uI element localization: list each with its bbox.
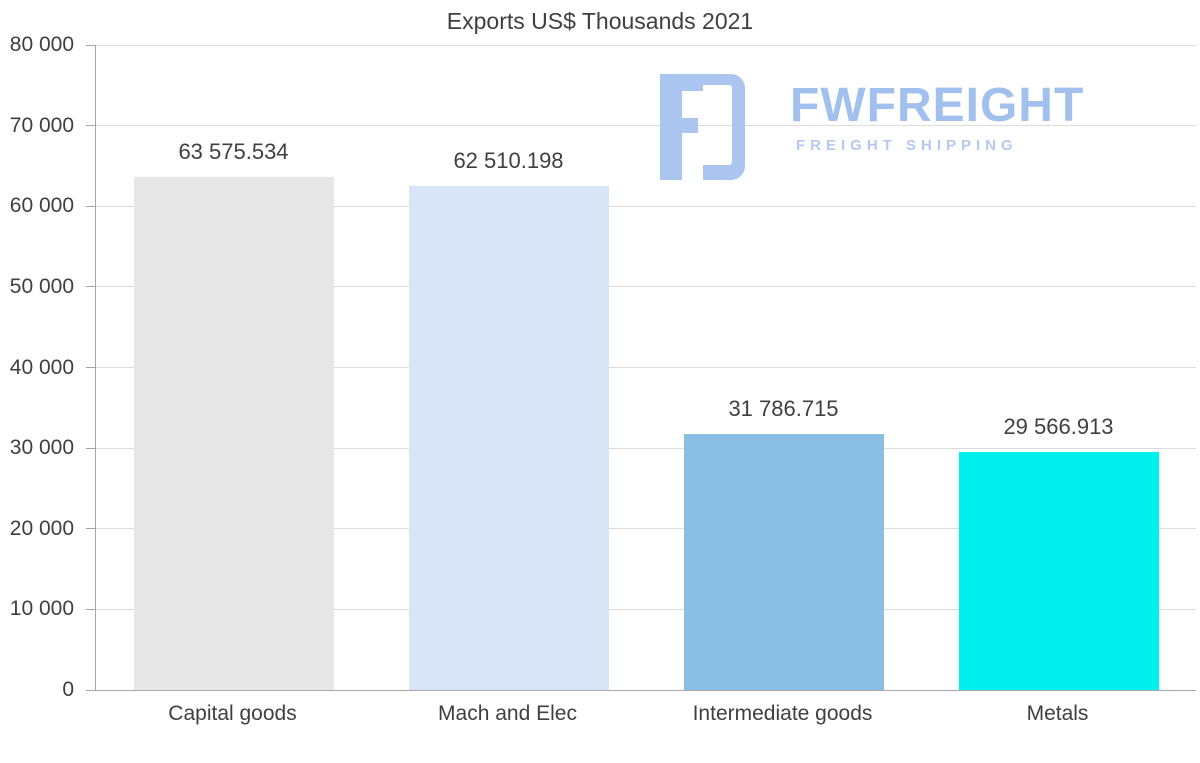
y-axis-tick-label: 20 000 bbox=[9, 516, 74, 540]
y-axis-tick-label: 0 bbox=[62, 678, 74, 701]
bar-mach-and-elec bbox=[408, 186, 609, 690]
bar-capital-goods bbox=[133, 177, 334, 690]
gridline bbox=[96, 44, 1196, 46]
fwfreight-logo-icon bbox=[648, 68, 748, 191]
bar-metals bbox=[958, 451, 1159, 690]
y-tick-mark bbox=[86, 286, 95, 288]
y-axis-tick-label: 50 000 bbox=[9, 274, 74, 298]
y-axis-tick-label: 60 000 bbox=[9, 194, 74, 218]
y-tick-mark bbox=[86, 367, 95, 368]
y-axis-tick-label: 10 000 bbox=[9, 597, 74, 621]
gridline bbox=[96, 125, 1196, 127]
watermark-text: FWFREIGHT FREIGHT SHIPPING bbox=[790, 68, 1085, 155]
y-tick-mark bbox=[86, 447, 95, 449]
x-axis-label-metals: Metals bbox=[1026, 702, 1089, 725]
chart-title: Exports US$ Thousands 2021 bbox=[446, 8, 754, 34]
gridline bbox=[96, 367, 1196, 368]
watermark-brand: FWFREIGHT bbox=[790, 79, 1085, 132]
gridline bbox=[96, 608, 1196, 610]
y-tick-mark bbox=[86, 689, 95, 691]
y-axis-labels: 0 10 000 20 000 30 000 40 000 50 000 60 000 70 … bbox=[0, 33, 86, 701]
gridline bbox=[96, 286, 1196, 288]
x-axis-labels: Capital goods Mach and Elec Intermediate g… bbox=[95, 702, 1195, 738]
bar-value-label-mach-and-elec: 62 510.198 bbox=[453, 148, 564, 174]
watermark-tagline: FREIGHT SHIPPING bbox=[796, 137, 1018, 154]
x-axis-label-mach-and-elec: Mach and Elec bbox=[438, 702, 577, 725]
y-tick-mark bbox=[86, 608, 95, 610]
gridline bbox=[96, 528, 1196, 530]
bar-intermediate-goods bbox=[683, 433, 884, 690]
gridline bbox=[96, 447, 1196, 449]
x-axis-label-capital-goods: Capital goods bbox=[168, 702, 297, 725]
y-tick-mark bbox=[86, 44, 95, 46]
bar-value-label-intermediate-goods: 31 786.715 bbox=[728, 395, 839, 421]
bar-value-label-capital-goods: 63 575.534 bbox=[178, 139, 289, 165]
plot-area: 63 575.534 62 510.198 31 786.715 29 566.913 bbox=[86, 44, 1196, 691]
y-axis-tick-label: 70 000 bbox=[9, 113, 74, 137]
y-axis-tick-label: 40 000 bbox=[9, 355, 74, 379]
y-tick-mark bbox=[86, 205, 95, 207]
y-tick-mark bbox=[86, 528, 95, 530]
y-tick-mark bbox=[86, 125, 95, 127]
gridline bbox=[96, 205, 1196, 207]
x-axis-label-intermediate-goods: Intermediate goods bbox=[692, 702, 873, 725]
y-axis-tick-label: 30 000 bbox=[9, 436, 74, 460]
y-axis-tick-label: 80 000 bbox=[9, 33, 74, 56]
bar-value-label-metals: 29 566.913 bbox=[1003, 413, 1114, 439]
watermark-logo: FWFREIGHT FREIGHT SHIPPING bbox=[648, 68, 1084, 191]
